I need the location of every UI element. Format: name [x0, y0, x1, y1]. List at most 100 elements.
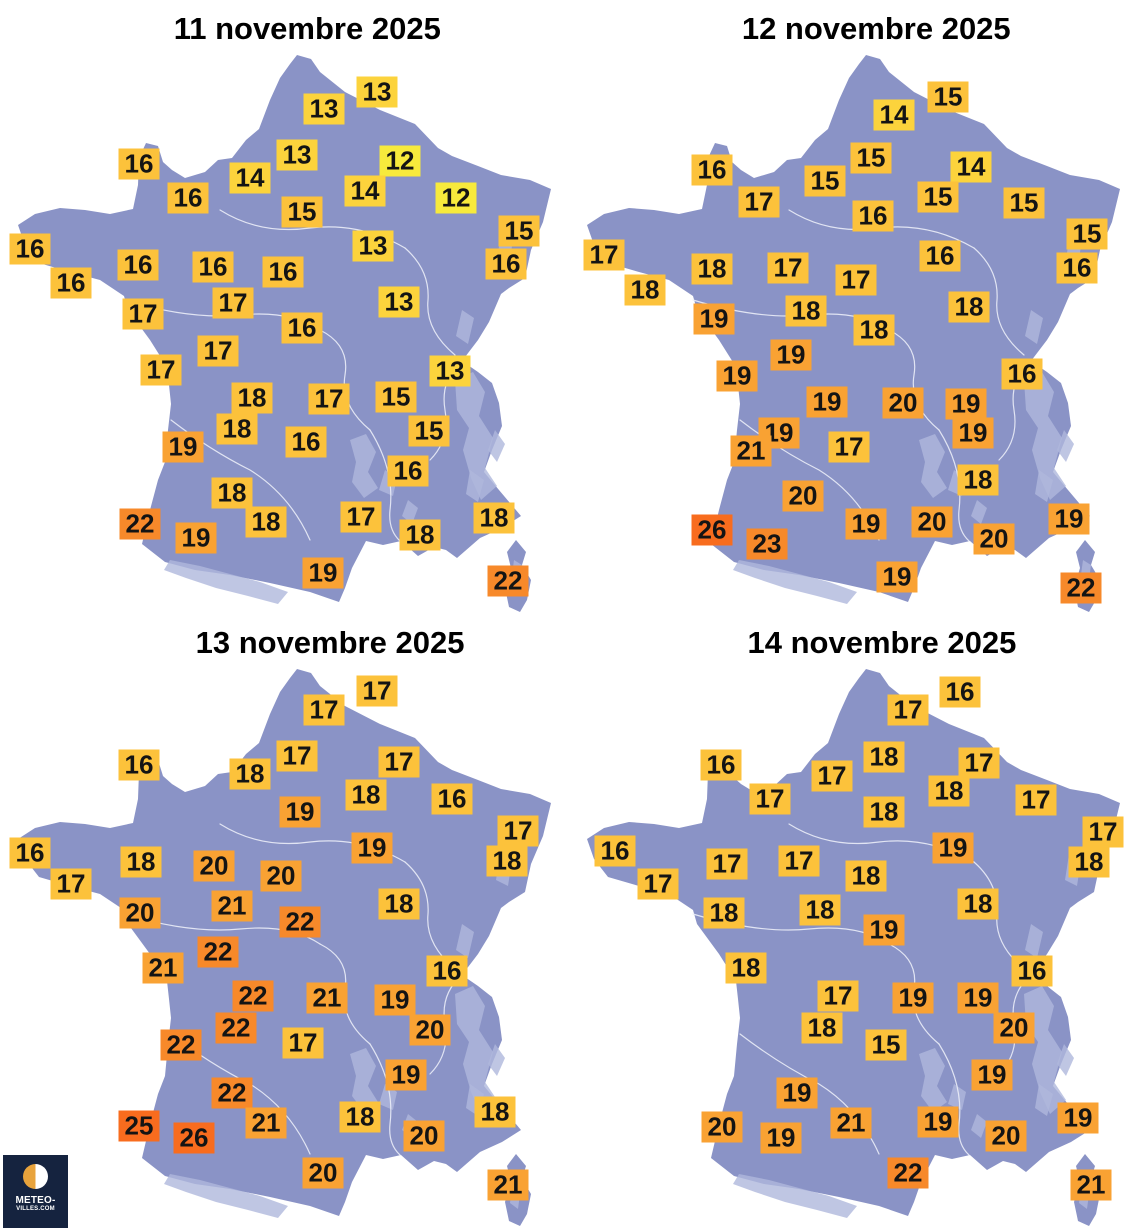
temp-badge: 18 [957, 464, 999, 496]
temp-badge: 19 [863, 914, 905, 946]
temp-badge: 17 [497, 815, 539, 847]
map-panel-14-nov: 14 novembre 2025 17 16 16 17 18 17 17 18 17 18 17 1… [569, 614, 1138, 1228]
temp-badge: 15 [375, 381, 417, 413]
temp-badge: 18 [399, 519, 441, 551]
temp-badge: 17 [303, 694, 345, 726]
temp-badge: 22 [232, 980, 274, 1012]
temp-badge: 15 [850, 142, 892, 174]
temp-badge: 15 [804, 165, 846, 197]
temp-badge: 14 [950, 151, 992, 183]
temp-badge: 21 [211, 890, 253, 922]
temp-badge: 12 [379, 145, 421, 177]
temp-badge: 18 [345, 779, 387, 811]
temp-badge: 19 [693, 303, 735, 335]
temp-badge: 18 [853, 314, 895, 346]
temp-badge: 19 [957, 982, 999, 1014]
temp-badge: 20 [701, 1111, 743, 1143]
temp-badge: 18 [785, 295, 827, 327]
temp-badge: 17 [811, 760, 853, 792]
temp-badge: 13 [303, 93, 345, 125]
temp-badge: 17 [197, 335, 239, 367]
temp-badge: 17 [282, 1027, 324, 1059]
logo-text-villes: VILLES.COM [16, 1206, 55, 1212]
temp-badge: 14 [344, 175, 386, 207]
temp-badge: 16 [594, 835, 636, 867]
temp-badge: 18 [948, 291, 990, 323]
temp-badge: 17 [1015, 784, 1057, 816]
temp-badge: 21 [730, 435, 772, 467]
temp-badge: 23 [746, 528, 788, 560]
map-title: 12 novembre 2025 [741, 11, 1011, 46]
temp-badge: 19 [175, 522, 217, 554]
temp-badge: 17 [637, 868, 679, 900]
temp-badge: 17 [340, 501, 382, 533]
temp-badge: 16 [691, 154, 733, 186]
temp-badge: 17 [356, 675, 398, 707]
temp-badge: 17 [817, 980, 859, 1012]
temp-badge: 17 [738, 186, 780, 218]
map-panel-11-nov: 11 novembre 2025 13 13 16 13 14 12 14 12 16 15 15 1… [0, 0, 569, 614]
temp-badge: 15 [1003, 187, 1045, 219]
temp-badge: 18 [229, 758, 271, 790]
temp-badge: 16 [262, 256, 304, 288]
temp-badge: 18 [216, 413, 258, 445]
temp-badge: 16 [700, 749, 742, 781]
temp-badge: 19 [351, 832, 393, 864]
temp-badge: 16 [118, 148, 160, 180]
temp-badge: 13 [378, 286, 420, 318]
temp-badge: 19 [162, 431, 204, 463]
logo-text-meteo: METEO- [15, 1195, 56, 1206]
temp-badge: 18 [231, 382, 273, 414]
temp-badge: 21 [306, 982, 348, 1014]
temp-badge: 16 [281, 312, 323, 344]
temp-badge: 18 [474, 1096, 516, 1128]
temp-badge: 15 [498, 215, 540, 247]
temp-badge: 16 [431, 783, 473, 815]
temp-badge: 17 [122, 298, 164, 330]
temp-badge: 22 [487, 565, 529, 597]
map-title: 13 novembre 2025 [195, 625, 465, 660]
temp-badge: 20 [973, 523, 1015, 555]
temp-badge: 14 [229, 162, 271, 194]
map-title: 14 novembre 2025 [747, 625, 1017, 660]
temp-badge: 20 [403, 1120, 445, 1152]
temp-badge: 16 [1056, 252, 1098, 284]
temp-badge: 17 [1082, 816, 1124, 848]
temp-badge: 16 [9, 837, 51, 869]
temp-badge: 15 [917, 181, 959, 213]
map-panel-13-nov: 13 novembre 2025 17 17 16 18 17 17 18 19 16 19 17 1… [0, 614, 569, 1228]
temp-badge: 17 [140, 354, 182, 386]
temp-badge: 17 [378, 746, 420, 778]
temp-badge: 18 [624, 274, 666, 306]
temp-badge: 15 [865, 1029, 907, 1061]
temp-badge: 17 [308, 383, 350, 415]
temp-badge: 16 [485, 248, 527, 280]
temp-badge: 15 [927, 81, 969, 113]
temp-badge: 17 [749, 783, 791, 815]
temp-badge: 18 [725, 952, 767, 984]
temp-badge: 17 [828, 431, 870, 463]
temp-badge: 21 [830, 1107, 872, 1139]
temp-badge: 17 [212, 287, 254, 319]
temp-badge: 17 [583, 239, 625, 271]
temp-badge: 20 [985, 1120, 1027, 1152]
map-title: 11 novembre 2025 [173, 11, 441, 46]
meteo-villes-moon-icon [23, 1164, 48, 1189]
temp-badge: 20 [260, 860, 302, 892]
temp-badge: 18 [703, 897, 745, 929]
temp-badge: 19 [760, 1122, 802, 1154]
temp-badge: 17 [706, 848, 748, 880]
temp-badge: 22 [887, 1157, 929, 1189]
temp-badge: 22 [197, 936, 239, 968]
temp-badge: 19 [302, 557, 344, 589]
temp-badge: 19 [932, 832, 974, 864]
temp-badge: 19 [776, 1077, 818, 1109]
temp-badge: 21 [1070, 1169, 1112, 1201]
temp-badge: 18 [691, 253, 733, 285]
temp-badge: 16 [285, 426, 327, 458]
temp-badge: 19 [876, 561, 918, 593]
temp-badge: 12 [435, 182, 477, 214]
temp-badge: 18 [863, 741, 905, 773]
temp-badge: 19 [917, 1106, 959, 1138]
